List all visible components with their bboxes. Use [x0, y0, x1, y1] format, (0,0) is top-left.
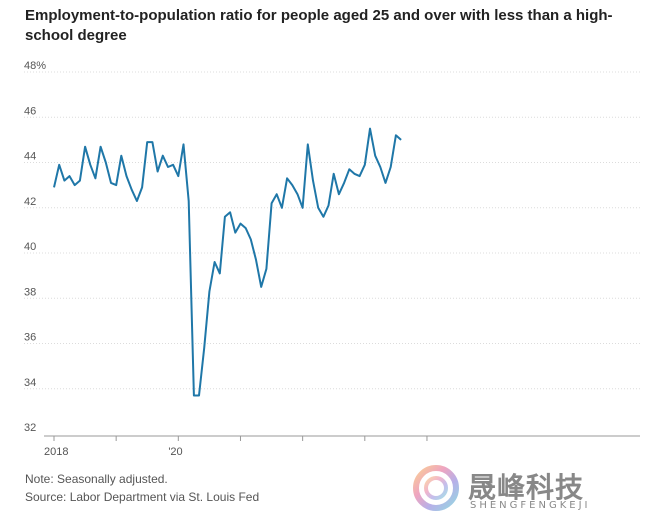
y-tick-label: 48% [24, 60, 46, 72]
series-line-0 [53, 127, 402, 397]
y-tick-label: 38 [24, 286, 36, 298]
chart-title: Employment-to-population ratio for peopl… [25, 7, 613, 44]
x-tick-label: 2018 [44, 446, 68, 458]
watermark-text: 晟峰科技 [468, 471, 585, 504]
y-tick-label: 44 [24, 151, 36, 163]
x-axis: 2018 '20 [44, 435, 640, 458]
watermark-subtext: SHENGFENGKEJI [470, 500, 591, 511]
y-tick-label: 34 [24, 377, 36, 389]
watermark-logo: 晟峰科技 SHENGFENGKEJI [408, 462, 618, 514]
y-tick-label: 42 [24, 196, 36, 208]
y-tick-label: 32 [24, 422, 36, 434]
grid-lines [24, 71, 640, 390]
series-group [53, 127, 402, 397]
y-axis-ticks: 32 34 36 38 40 42 44 46 48% [24, 60, 46, 434]
x-tick-label: '20 [168, 446, 182, 458]
y-tick-label: 36 [24, 332, 36, 344]
y-tick-label: 46 [24, 105, 36, 117]
watermark-emblem-icon [413, 465, 459, 511]
chart-note: Note: Seasonally adjusted. [25, 472, 168, 486]
chart-source: Source: Labor Department via St. Louis F… [25, 490, 260, 504]
y-tick-label: 40 [24, 241, 36, 253]
